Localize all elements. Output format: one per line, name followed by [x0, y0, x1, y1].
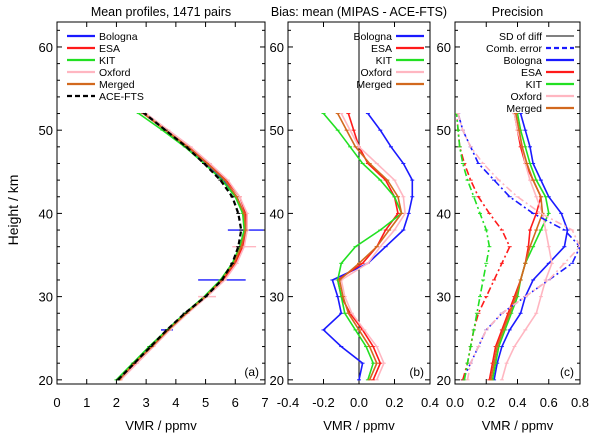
x-tick-label: 0.2	[477, 395, 495, 410]
x-axis-label: VMR / ppmv	[482, 418, 554, 433]
x-tick-label: 1	[83, 395, 90, 410]
legend-label: ESA	[99, 43, 120, 55]
x-tick-label: -0.4	[277, 395, 299, 410]
panel-tag: (a)	[244, 365, 259, 379]
y-tick-label: 60	[270, 40, 284, 55]
x-tick-label: 7	[261, 395, 268, 410]
legend-label: KIT	[376, 55, 393, 67]
y-tick-label: 20	[437, 373, 451, 388]
legend-label: Merged	[99, 79, 135, 91]
y-tick-label: 40	[270, 206, 284, 221]
series-line-kit	[491, 113, 550, 380]
plot-frame	[56, 21, 266, 385]
series-layer	[455, 113, 580, 381]
x-tick-label: 2	[113, 395, 120, 410]
x-tick-label: 3	[143, 395, 150, 410]
legend-label: Merged	[506, 103, 542, 115]
series-line-ace-fts	[117, 112, 243, 381]
legend-label: Oxford	[360, 67, 392, 79]
y-tick-label: 30	[39, 290, 53, 305]
x-tick-label: 0.0	[446, 395, 464, 410]
panel-title: Mean profiles, 1471 pairs	[91, 5, 231, 19]
legend-label: ACE-FTS	[99, 91, 144, 103]
series-line-oxford	[120, 112, 248, 381]
x-tick-label: 0	[53, 395, 60, 410]
y-tick-label: 60	[437, 40, 451, 55]
y-tick-label: 50	[437, 123, 451, 138]
panel-a: Mean profiles, 1471 pairs 20 30 40 50 60 0 1 2 3 4…	[39, 5, 269, 433]
y-tick-label: 20	[270, 373, 284, 388]
legend-label: Merged	[356, 79, 392, 91]
y-tick-label: 40	[437, 206, 451, 221]
panel-title: Bias: mean (MIPAS - ACE-FTS)	[271, 5, 447, 19]
panel-b: Bias: mean (MIPAS - ACE-FTS) 20 30 40 50 60 -0…	[270, 5, 448, 433]
y-tick-label: 20	[39, 373, 53, 388]
x-tick-label: 6	[232, 395, 239, 410]
x-tick-label: 0.4	[421, 395, 439, 410]
legend-label: Bologna	[99, 31, 138, 43]
series-line-esa	[336, 113, 399, 381]
legend-label: SD of diff	[499, 31, 542, 43]
x-tick-label: 5	[202, 395, 209, 410]
legend-label: Oxford	[99, 67, 131, 79]
x-tick-label: 0.4	[508, 395, 526, 410]
x-tick-label: 0.8	[571, 395, 589, 410]
legend-label: Comb. error	[486, 43, 543, 55]
legend-label: Bologna	[353, 31, 392, 43]
series-layer	[321, 112, 415, 381]
legend-label: Oxford	[510, 91, 542, 103]
y-axis-label: Height / km	[5, 175, 21, 246]
x-tick-label: -0.2	[312, 395, 334, 410]
series-line-esa	[118, 112, 249, 381]
x-tick-label: 4	[172, 395, 179, 410]
x-axis-label: VMR / ppmv	[125, 418, 197, 433]
y-tick-label: 30	[437, 290, 451, 305]
legend-label: ESA	[521, 67, 542, 79]
legend-label: KIT	[99, 55, 116, 67]
series-line-merged	[118, 112, 247, 381]
series-layer	[114, 112, 264, 381]
y-tick-label: 30	[270, 290, 284, 305]
y-tick-label: 50	[39, 123, 53, 138]
y-tick-label: 50	[270, 123, 284, 138]
legend-label: KIT	[526, 79, 543, 91]
panel-title: Precision	[492, 5, 543, 19]
legend-label: ESA	[371, 43, 392, 55]
panel-tag: (b)	[409, 365, 424, 379]
series-line-bologna	[117, 112, 247, 381]
x-tick-label: 0.0	[350, 395, 368, 410]
x-axis-label: VMR / ppmv	[323, 418, 395, 433]
x-tick-label: 0.2	[385, 395, 403, 410]
series-line-kit	[115, 112, 246, 381]
y-tick-label: 40	[39, 206, 53, 221]
panel-c: Precision 20 30 40 50 60 0.0 0.2 0.4 0.6 0.8 VMR / …	[437, 5, 590, 433]
x-tick-label: 0.6	[540, 395, 558, 410]
y-tick-label: 60	[39, 40, 53, 55]
legend-label: Bologna	[503, 55, 542, 67]
series-line-bologna	[322, 113, 414, 380]
series-line-oxford	[457, 113, 580, 380]
panel-tag: (c)	[560, 365, 574, 379]
